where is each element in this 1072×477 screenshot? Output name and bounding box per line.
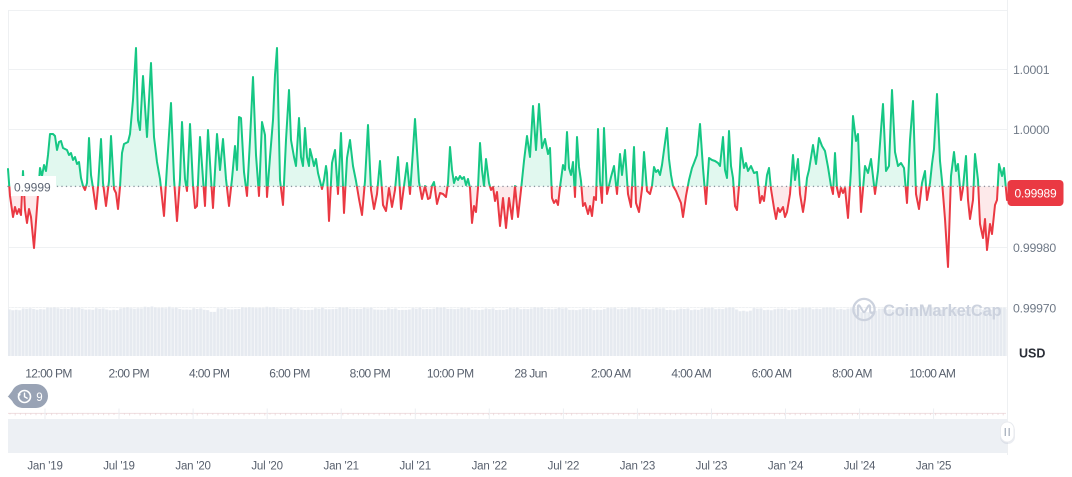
svg-text:10:00 PM: 10:00 PM: [427, 367, 474, 381]
svg-text:Jan '22: Jan '22: [472, 461, 507, 473]
svg-text:Jul '21: Jul '21: [399, 461, 430, 473]
svg-text:2:00 PM: 2:00 PM: [109, 367, 150, 381]
svg-text:0.99970: 0.99970: [1013, 302, 1056, 316]
svg-text:Jul '23: Jul '23: [696, 461, 727, 473]
svg-text:12:00 PM: 12:00 PM: [25, 367, 72, 381]
svg-text:Jul '20: Jul '20: [251, 461, 282, 473]
svg-text:Jan '25: Jan '25: [916, 461, 951, 473]
svg-text:0.99980: 0.99980: [1013, 241, 1056, 255]
svg-text:Jan '23: Jan '23: [620, 461, 655, 473]
svg-text:0.99989: 0.99989: [1015, 186, 1058, 200]
svg-text:4:00 AM: 4:00 AM: [671, 367, 711, 381]
svg-text:Jul '19: Jul '19: [103, 461, 134, 473]
svg-text:6:00 AM: 6:00 AM: [752, 367, 792, 381]
svg-text:9: 9: [36, 392, 42, 404]
svg-text:Jul '22: Jul '22: [548, 461, 579, 473]
svg-text:USD: USD: [1019, 347, 1045, 361]
svg-text:Jan '20: Jan '20: [175, 461, 210, 473]
svg-text:Jan '19: Jan '19: [27, 461, 62, 473]
svg-text:4:00 PM: 4:00 PM: [189, 367, 230, 381]
svg-text:8:00 AM: 8:00 AM: [832, 367, 872, 381]
svg-text:2:00 AM: 2:00 AM: [591, 367, 631, 381]
svg-text:10:00 AM: 10:00 AM: [909, 367, 956, 381]
svg-text:Jul '24: Jul '24: [844, 461, 876, 473]
svg-text:Jan '21: Jan '21: [324, 461, 359, 473]
svg-text:8:00 PM: 8:00 PM: [350, 367, 391, 381]
svg-text:1.0001: 1.0001: [1013, 63, 1050, 77]
svg-text:1.0000: 1.0000: [1013, 123, 1050, 137]
svg-text:6:00 PM: 6:00 PM: [269, 367, 310, 381]
svg-text:28 Jun: 28 Jun: [514, 367, 546, 381]
svg-text:CoinMarketCap: CoinMarketCap: [883, 302, 1002, 320]
svg-text:0.9999: 0.9999: [14, 180, 51, 194]
svg-text:Jan '24: Jan '24: [768, 461, 804, 473]
